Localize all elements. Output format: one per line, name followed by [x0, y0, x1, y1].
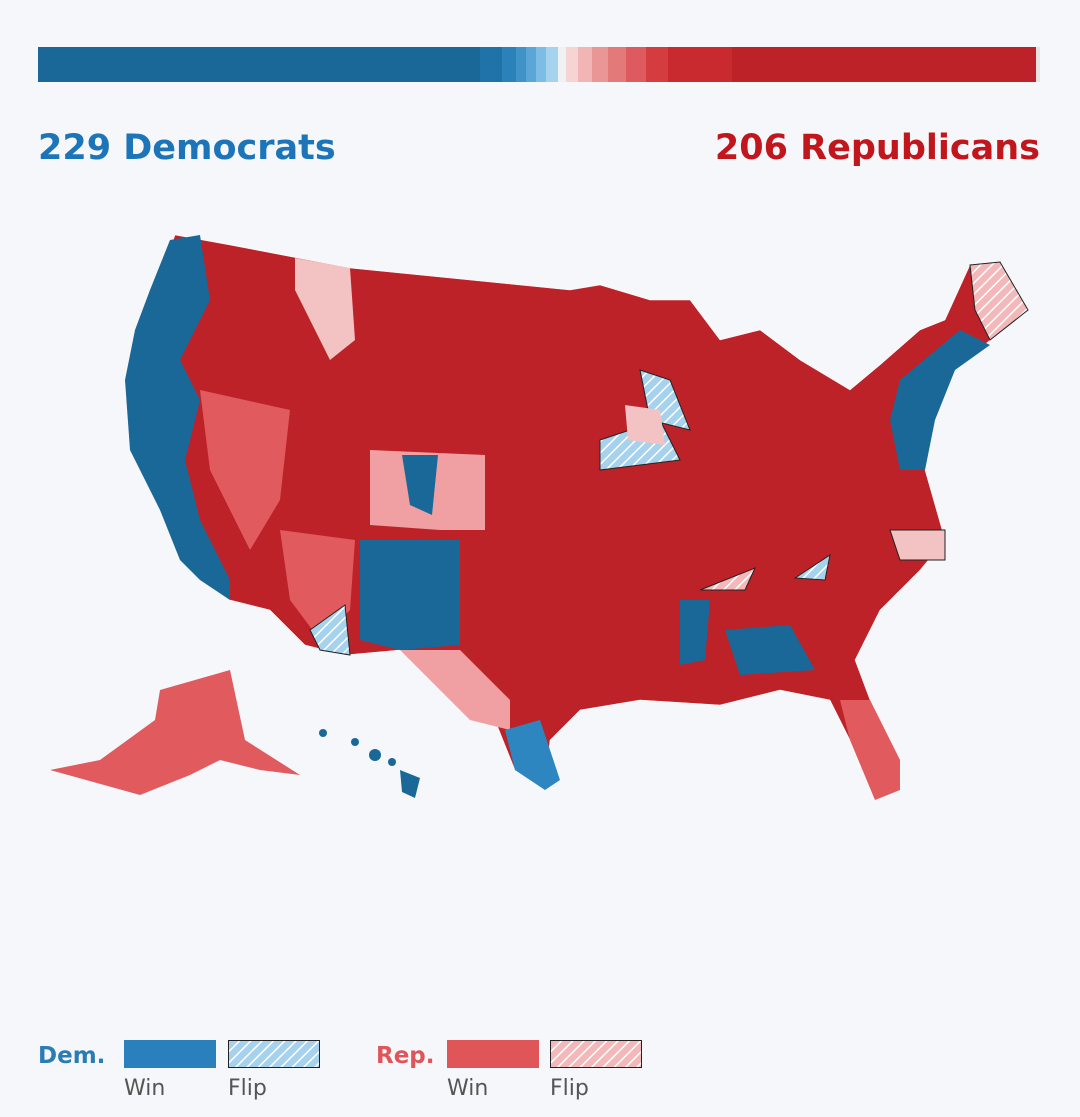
legend-rep-win-swatch: [447, 1040, 539, 1068]
legend-rep-flip: Flip: [550, 1076, 589, 1101]
seat-bar: [38, 47, 1040, 82]
tx-south: [505, 720, 560, 790]
nm: [360, 540, 460, 650]
nevada: [200, 390, 290, 550]
legend-dem: Dem.: [38, 1043, 106, 1069]
ky-rflip: [699, 567, 756, 591]
az-flip: [309, 604, 351, 656]
us-map: [50, 234, 1029, 801]
legend-rep-flip-swatch: [550, 1040, 642, 1068]
alaska: [50, 670, 300, 795]
ms: [680, 600, 710, 665]
hawaii: [319, 729, 420, 798]
tx-west: [400, 650, 510, 730]
fl: [840, 700, 900, 800]
co-denver-2: [402, 455, 438, 515]
al: [725, 625, 815, 675]
republicans-count: 206 Republicans: [714, 128, 1040, 168]
west-coast: [125, 235, 230, 600]
legend-dem-flip-swatch: [228, 1040, 320, 1068]
legend-rep: Rep.: [376, 1043, 435, 1069]
nc-flip: [889, 529, 946, 561]
legend-dem-win-swatch: [124, 1040, 216, 1068]
ia: [625, 405, 665, 445]
montana-west: [295, 258, 355, 360]
democrats-count: 229 Democrats: [38, 128, 336, 168]
northeast: [890, 330, 990, 470]
legend-dem-win: Win: [124, 1076, 166, 1101]
legend-dem-flip: Flip: [228, 1076, 267, 1101]
maine: [969, 261, 1029, 341]
ky-flip: [793, 553, 831, 581]
legend-rep-win: Win: [447, 1076, 489, 1101]
